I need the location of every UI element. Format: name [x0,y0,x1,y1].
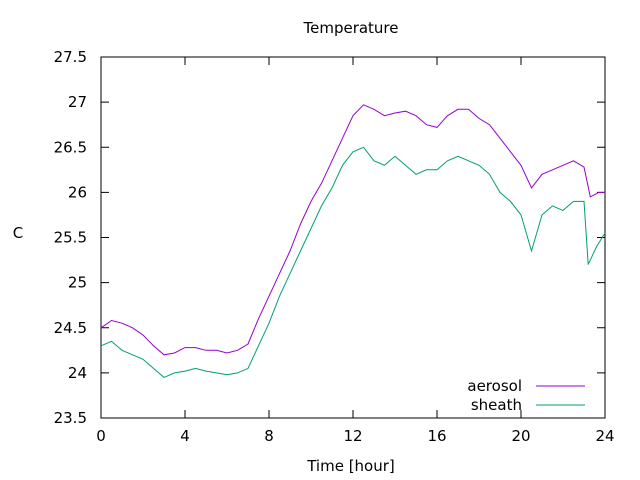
x-axis-label: Time [hour] [306,457,395,475]
chart-title: Temperature [302,19,398,37]
axis-ticks [100,56,606,419]
y-tick-label: 27.5 [54,48,87,66]
legend-label-sheath: sheath [471,396,522,414]
x-tick-label: 16 [427,427,446,445]
series-line-sheath [100,146,606,378]
x-tick-label: 24 [595,427,614,445]
y-tick-label: 24 [68,364,87,382]
axis-tick-labels: 0 4 8 12 16 20 24 23.5 24 24.5 25 25.5 26 26.5 27 27.5 [54,48,615,445]
series-group [100,104,606,378]
y-tick-label: 26.5 [54,138,87,156]
y-tick-label: 25.5 [54,229,87,247]
series-line-aerosol [100,104,605,356]
x-tick-label: 12 [343,427,362,445]
y-tick-label: 23.5 [54,409,87,427]
x-tick-label: 8 [264,427,274,445]
y-axis-label: C [13,224,23,242]
x-tick-label: 0 [96,427,106,445]
y-tick-label: 27 [68,93,87,111]
plot-frame [100,56,606,419]
y-tick-label: 24.5 [54,319,87,337]
x-tick-label: 4 [180,427,190,445]
legend-label-aerosol: aerosol [467,377,522,395]
y-tick-label: 25 [68,274,87,292]
x-tick-label: 20 [511,427,530,445]
y-tick-label: 26 [68,183,87,201]
